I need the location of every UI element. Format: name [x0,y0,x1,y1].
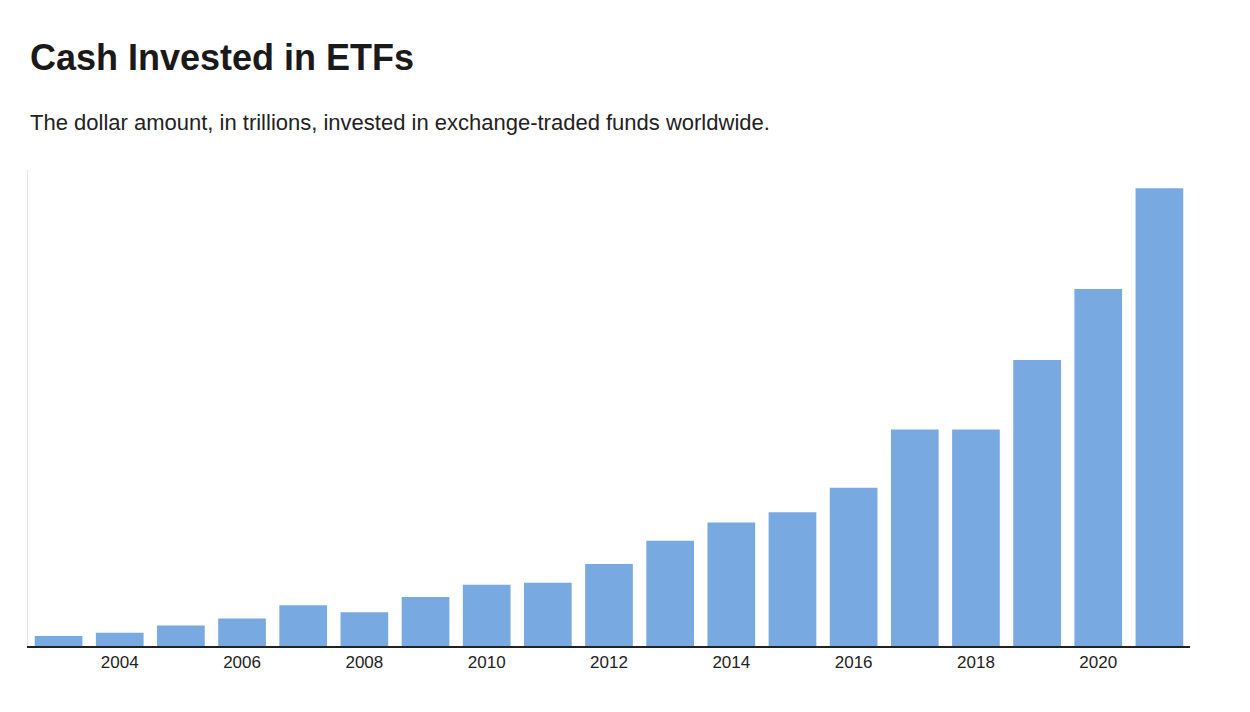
svg-text:2016: 2016 [835,653,873,672]
svg-text:2006: 2006 [223,653,261,672]
svg-text:2008: 2008 [345,653,383,672]
svg-text:2010: 2010 [468,653,506,672]
svg-text:2020: 2020 [1079,653,1117,672]
svg-text:2018: 2018 [957,653,995,672]
svg-text:The dollar amount, in trillion: The dollar amount, in trillions, investe… [30,110,770,135]
svg-text:Cash Invested in ETFs: Cash Invested in ETFs [30,37,414,78]
svg-text:2014: 2014 [712,653,750,672]
svg-text:2004: 2004 [101,653,139,672]
svg-text:2012: 2012 [590,653,628,672]
